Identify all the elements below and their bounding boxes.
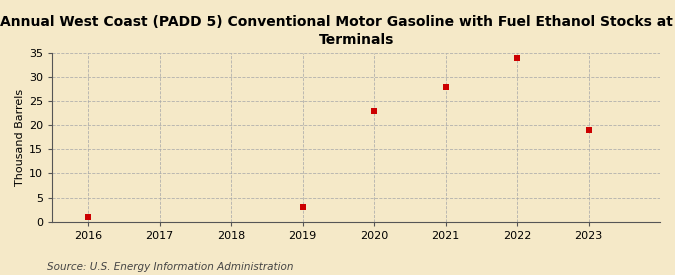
Point <box>369 108 379 113</box>
Point <box>583 128 594 132</box>
Point <box>440 84 451 89</box>
Y-axis label: Thousand Barrels: Thousand Barrels <box>15 89 25 186</box>
Point <box>82 215 93 219</box>
Point <box>297 205 308 210</box>
Point <box>512 55 522 60</box>
Title: Annual West Coast (PADD 5) Conventional Motor Gasoline with Fuel Ethanol Stocks : Annual West Coast (PADD 5) Conventional … <box>0 15 675 47</box>
Text: Source: U.S. Energy Information Administration: Source: U.S. Energy Information Administ… <box>47 262 294 272</box>
